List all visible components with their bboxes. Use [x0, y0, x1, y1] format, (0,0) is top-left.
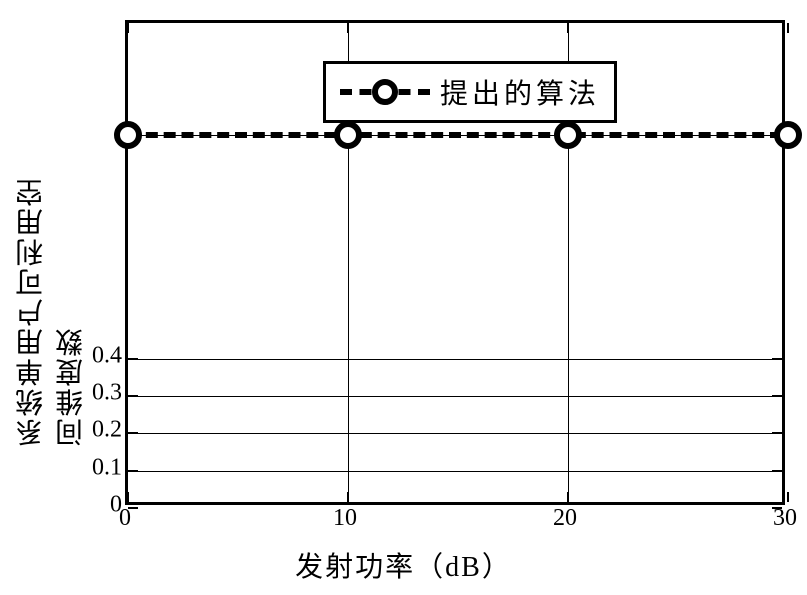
- legend-marker-icon: [372, 79, 398, 105]
- xtick-label: 20: [553, 505, 577, 532]
- data-line-proposed-algorithm: [128, 132, 782, 138]
- tick-left: [128, 358, 138, 360]
- tick-bottom: [127, 492, 129, 502]
- ytick-label: 0.2: [92, 417, 122, 444]
- data-marker-proposed-algorithm: [114, 121, 142, 149]
- ytick-label: 0.4: [92, 342, 122, 369]
- data-marker-proposed-algorithm: [774, 121, 802, 149]
- tick-left: [128, 470, 138, 472]
- tick-right: [772, 432, 782, 434]
- tick-top: [787, 23, 789, 33]
- y-axis-label: 系统单用户可利用空间维度数: [12, 149, 92, 447]
- tick-left: [128, 395, 138, 397]
- xtick-label: 10: [333, 505, 357, 532]
- grid-line-horizontal: [128, 359, 782, 360]
- xtick-label: 30: [773, 505, 797, 532]
- legend-sample: [340, 77, 430, 107]
- tick-top: [567, 23, 569, 33]
- tick-bottom: [787, 492, 789, 502]
- tick-right: [772, 470, 782, 472]
- data-marker-proposed-algorithm: [334, 121, 362, 149]
- grid-line-horizontal: [128, 433, 782, 434]
- legend-label: 提出的算法: [440, 72, 600, 112]
- grid-line-horizontal: [128, 396, 782, 397]
- tick-right: [772, 358, 782, 360]
- grid-line-horizontal: [128, 471, 782, 472]
- chart-container: 系统单用户可利用空间维度数 发射功率（dB） 提出的算法 0102030 00.…: [0, 0, 807, 595]
- ytick-label: 0: [110, 492, 122, 519]
- plot-area: 提出的算法: [125, 20, 785, 505]
- data-marker-proposed-algorithm: [554, 121, 582, 149]
- ytick-label: 0.1: [92, 454, 122, 481]
- tick-top: [127, 23, 129, 33]
- tick-left: [128, 432, 138, 434]
- tick-right: [772, 395, 782, 397]
- tick-bottom: [347, 492, 349, 502]
- ytick-label: 0.3: [92, 380, 122, 407]
- tick-bottom: [567, 492, 569, 502]
- tick-top: [347, 23, 349, 33]
- x-axis-label: 发射功率（dB）: [295, 545, 512, 585]
- legend: 提出的算法: [323, 61, 617, 123]
